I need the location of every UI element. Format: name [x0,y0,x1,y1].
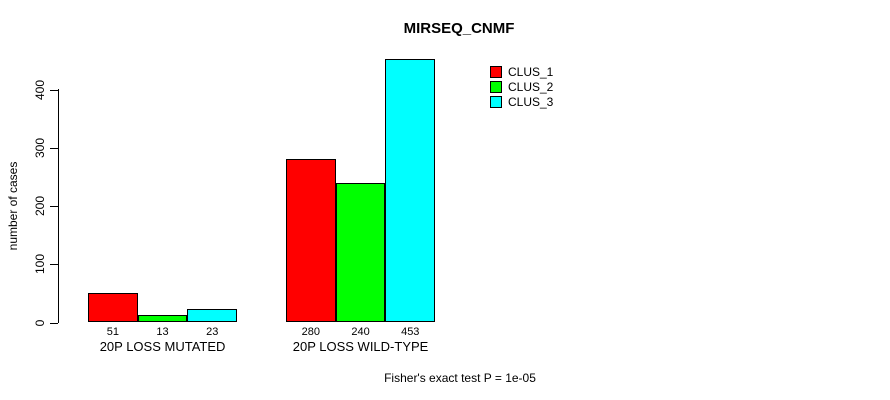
bar-clus_3 [187,309,238,323]
y-axis-line [58,89,59,323]
legend-item-clus_1: CLUS_1 [490,64,553,79]
y-axis-tick-label: 200 [33,195,47,217]
y-axis-tick-label: 300 [33,137,47,158]
y-axis-tick-label: 100 [33,254,47,275]
legend-swatch-icon [490,65,502,78]
bar-value-label: 23 [206,326,219,338]
bar-clus_3 [385,58,436,323]
bar-clus_2 [335,182,386,323]
y-axis-tick [50,264,58,266]
y-axis-tick [50,322,58,324]
category-label: 20P LOSS MUTATED [99,339,226,354]
y-axis-tick-label: 0 [33,319,47,326]
y-axis-tick [50,89,58,91]
category-label: 20P LOSS WILD-TYPE [292,339,429,354]
legend-item-clus_2: CLUS_2 [490,79,553,94]
y-axis-tick [50,147,58,149]
chart-title: MIRSEQ_CNMF [403,20,515,37]
legend-item-clus_3: CLUS_3 [490,94,553,109]
bar-value-label: 453 [401,326,420,338]
bar-clus_1 [286,159,336,323]
bar-value-label: 13 [156,326,169,338]
bar-clus_2 [137,314,188,323]
legend: CLUS_1 CLUS_2 CLUS_3 [490,64,553,109]
legend-label: CLUS_2 [508,79,554,94]
legend-label: CLUS_3 [508,94,554,109]
bar-value-label: 240 [351,326,370,338]
y-axis-tick-label: 400 [33,79,47,100]
legend-label: CLUS_1 [508,64,554,79]
bar-value-label: 280 [301,326,321,338]
y-axis-label: number of cases [6,161,20,251]
legend-swatch-icon [490,95,502,108]
caption: Fisher's exact test P = 1e-05 [384,371,536,385]
bar-value-label: 51 [106,326,119,338]
bar-clus_1 [88,292,138,323]
legend-swatch-icon [490,80,502,93]
y-axis-tick [50,206,58,207]
